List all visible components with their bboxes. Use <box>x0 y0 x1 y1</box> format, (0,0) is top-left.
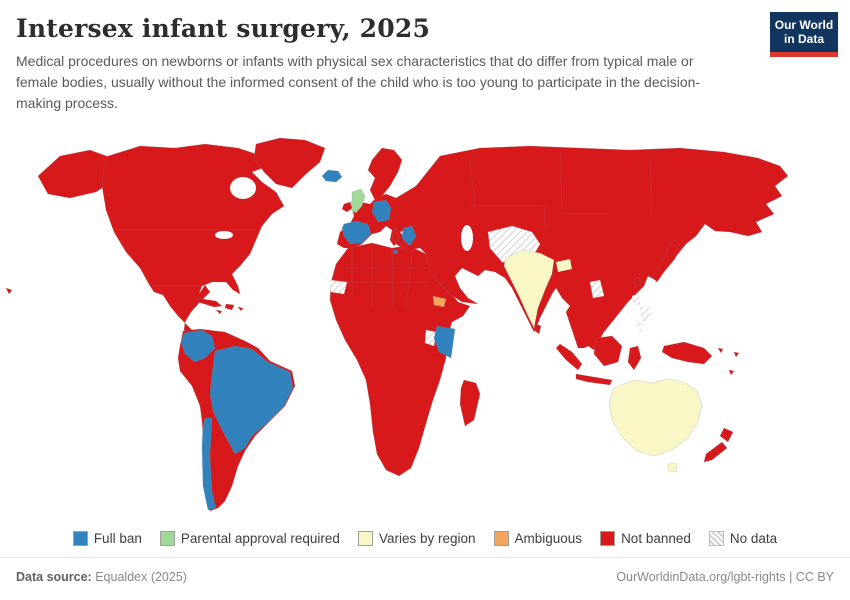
great-lakes <box>215 231 233 239</box>
legend-swatch-full-ban <box>72 531 88 546</box>
country-sri-lanka[interactable] <box>533 323 542 335</box>
country-indonesia-sumatra[interactable] <box>555 343 583 371</box>
map-legend: Full ban Parental approval required Vari… <box>0 531 850 546</box>
country-cuba[interactable] <box>195 297 223 308</box>
islands-pacific[interactable] <box>717 347 740 376</box>
country-bhutan[interactable] <box>555 258 573 273</box>
legend-item-not-banned[interactable]: Not banned <box>600 531 691 546</box>
country-philippines[interactable] <box>631 293 653 333</box>
country-papua-new-guinea[interactable] <box>661 341 713 365</box>
page-title: Intersex infant surgery, 2025 <box>16 14 431 43</box>
data-source: Data source: Equaldex (2025) <box>16 570 187 584</box>
country-iceland[interactable] <box>321 169 343 183</box>
legend-label: Not banned <box>621 531 691 546</box>
eurasia[interactable] <box>336 145 789 351</box>
country-taiwan[interactable] <box>633 276 642 289</box>
data-source-value[interactable]: Equaldex (2025) <box>95 570 187 584</box>
country-ireland[interactable] <box>341 201 353 213</box>
country-canada-usa-mexico[interactable] <box>101 143 285 336</box>
footer-link[interactable]: OurWorldinData.org/lgbt-rights | CC BY <box>616 570 834 584</box>
country-indonesia-java[interactable] <box>575 373 613 386</box>
hudson-bay <box>230 177 256 199</box>
legend-swatch-parental-approval <box>159 531 175 546</box>
legend-label: Full ban <box>93 531 142 546</box>
legend-swatch-not-banned <box>600 531 616 546</box>
country-western-sahara[interactable] <box>329 279 348 295</box>
legend-item-full-ban[interactable]: Full ban <box>72 531 142 546</box>
country-india[interactable] <box>503 249 555 329</box>
legend-label: No data <box>729 531 778 546</box>
country-jamaica[interactable] <box>215 309 223 315</box>
legend-item-no-data[interactable]: No data <box>708 531 778 546</box>
country-hispaniola[interactable] <box>224 303 235 311</box>
header: Intersex infant surgery, 2025 Medical pr… <box>16 14 750 114</box>
country-greece[interactable] <box>401 225 417 247</box>
world-map[interactable] <box>0 136 850 528</box>
owid-logo-line2: in Data <box>783 32 824 47</box>
legend-label: Ambiguous <box>514 531 583 546</box>
country-puerto-rico[interactable] <box>237 306 244 312</box>
country-madagascar[interactable] <box>459 379 481 427</box>
country-japan[interactable] <box>651 239 682 283</box>
owid-logo[interactable]: Our World in Data <box>770 12 838 57</box>
country-borneo[interactable] <box>593 335 623 367</box>
footer: Data source: Equaldex (2025) OurWorldinD… <box>0 557 850 584</box>
legend-swatch-no-data <box>708 531 724 546</box>
country-borders <box>104 149 653 309</box>
data-source-label: Data source: <box>16 570 92 584</box>
country-colombia[interactable] <box>180 329 216 363</box>
legend-label: Varies by region <box>378 531 476 546</box>
island-hawaii[interactable] <box>5 287 13 295</box>
country-malta[interactable] <box>392 249 399 255</box>
country-scandinavia[interactable] <box>367 147 403 201</box>
legend-label: Parental approval required <box>180 531 340 546</box>
country-brazil[interactable] <box>209 345 294 455</box>
country-eritrea[interactable] <box>432 295 447 308</box>
country-sulawesi[interactable] <box>627 345 642 371</box>
country-uganda[interactable] <box>424 329 437 347</box>
country-germany[interactable] <box>371 199 392 223</box>
legend-swatch-varies-by-region <box>357 531 373 546</box>
country-australia[interactable] <box>608 378 703 457</box>
country-chile[interactable] <box>201 417 217 511</box>
country-kenya[interactable] <box>433 325 456 359</box>
owid-logo-line1: Our World <box>774 18 834 32</box>
legend-item-ambiguous[interactable]: Ambiguous <box>493 531 583 546</box>
country-tasmania[interactable] <box>667 462 678 473</box>
country-laos[interactable] <box>589 279 605 299</box>
legend-item-parental-approval[interactable]: Parental approval required <box>159 531 340 546</box>
legend-item-varies-by-region[interactable]: Varies by region <box>357 531 476 546</box>
country-new-zealand[interactable] <box>703 427 734 463</box>
chart-subtitle: Medical procedures on newborns or infant… <box>16 53 701 111</box>
country-spain[interactable] <box>341 220 372 245</box>
country-greenland[interactable] <box>253 137 326 189</box>
caspian-sea <box>461 225 473 251</box>
legend-swatch-ambiguous <box>493 531 509 546</box>
country-united-kingdom[interactable] <box>348 188 366 214</box>
